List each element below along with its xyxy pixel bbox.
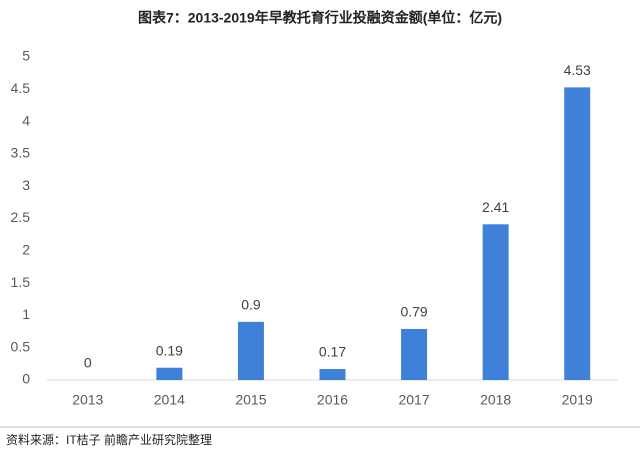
y-tick-label: 3.5 [11,145,31,161]
value-label: 0 [84,355,92,371]
chart-title: 图表7：2013-2019年早教托育行业投融资金额(单位：亿元) [138,10,502,26]
x-tick-label: 2016 [317,392,348,408]
x-tick-label: 2017 [398,392,429,408]
bar [319,369,346,380]
x-tick-label: 2014 [154,392,185,408]
bar [156,367,183,380]
value-label: 4.53 [564,62,591,78]
y-tick-label: 4 [22,112,30,128]
y-tick-label: 3 [22,177,30,193]
y-tick-label: 2.5 [11,209,31,225]
x-tick-label: 2019 [562,392,593,408]
y-tick-label: 1 [22,306,30,322]
value-label: 0.9 [241,297,261,313]
y-tick-label: 0.5 [11,338,31,354]
value-label: 2.41 [482,199,509,215]
y-tick-label: 1.5 [11,274,31,290]
x-tick-label: 2015 [235,392,266,408]
y-tick-label: 0 [22,371,30,387]
y-tick-label: 5 [22,48,30,64]
value-label: 0.79 [400,304,427,320]
source-note: 资料来源：IT桔子 前瞻产业研究院整理 [6,432,212,447]
value-label: 0.17 [319,344,346,360]
bar [482,224,509,380]
bar [564,87,591,380]
x-tick-label: 2018 [480,392,511,408]
y-tick-label: 2 [22,242,30,258]
y-tick-label: 4.5 [11,80,31,96]
x-tick-label: 2013 [72,392,103,408]
value-label: 0.19 [156,342,183,358]
bar [237,321,264,380]
bar [401,328,428,380]
